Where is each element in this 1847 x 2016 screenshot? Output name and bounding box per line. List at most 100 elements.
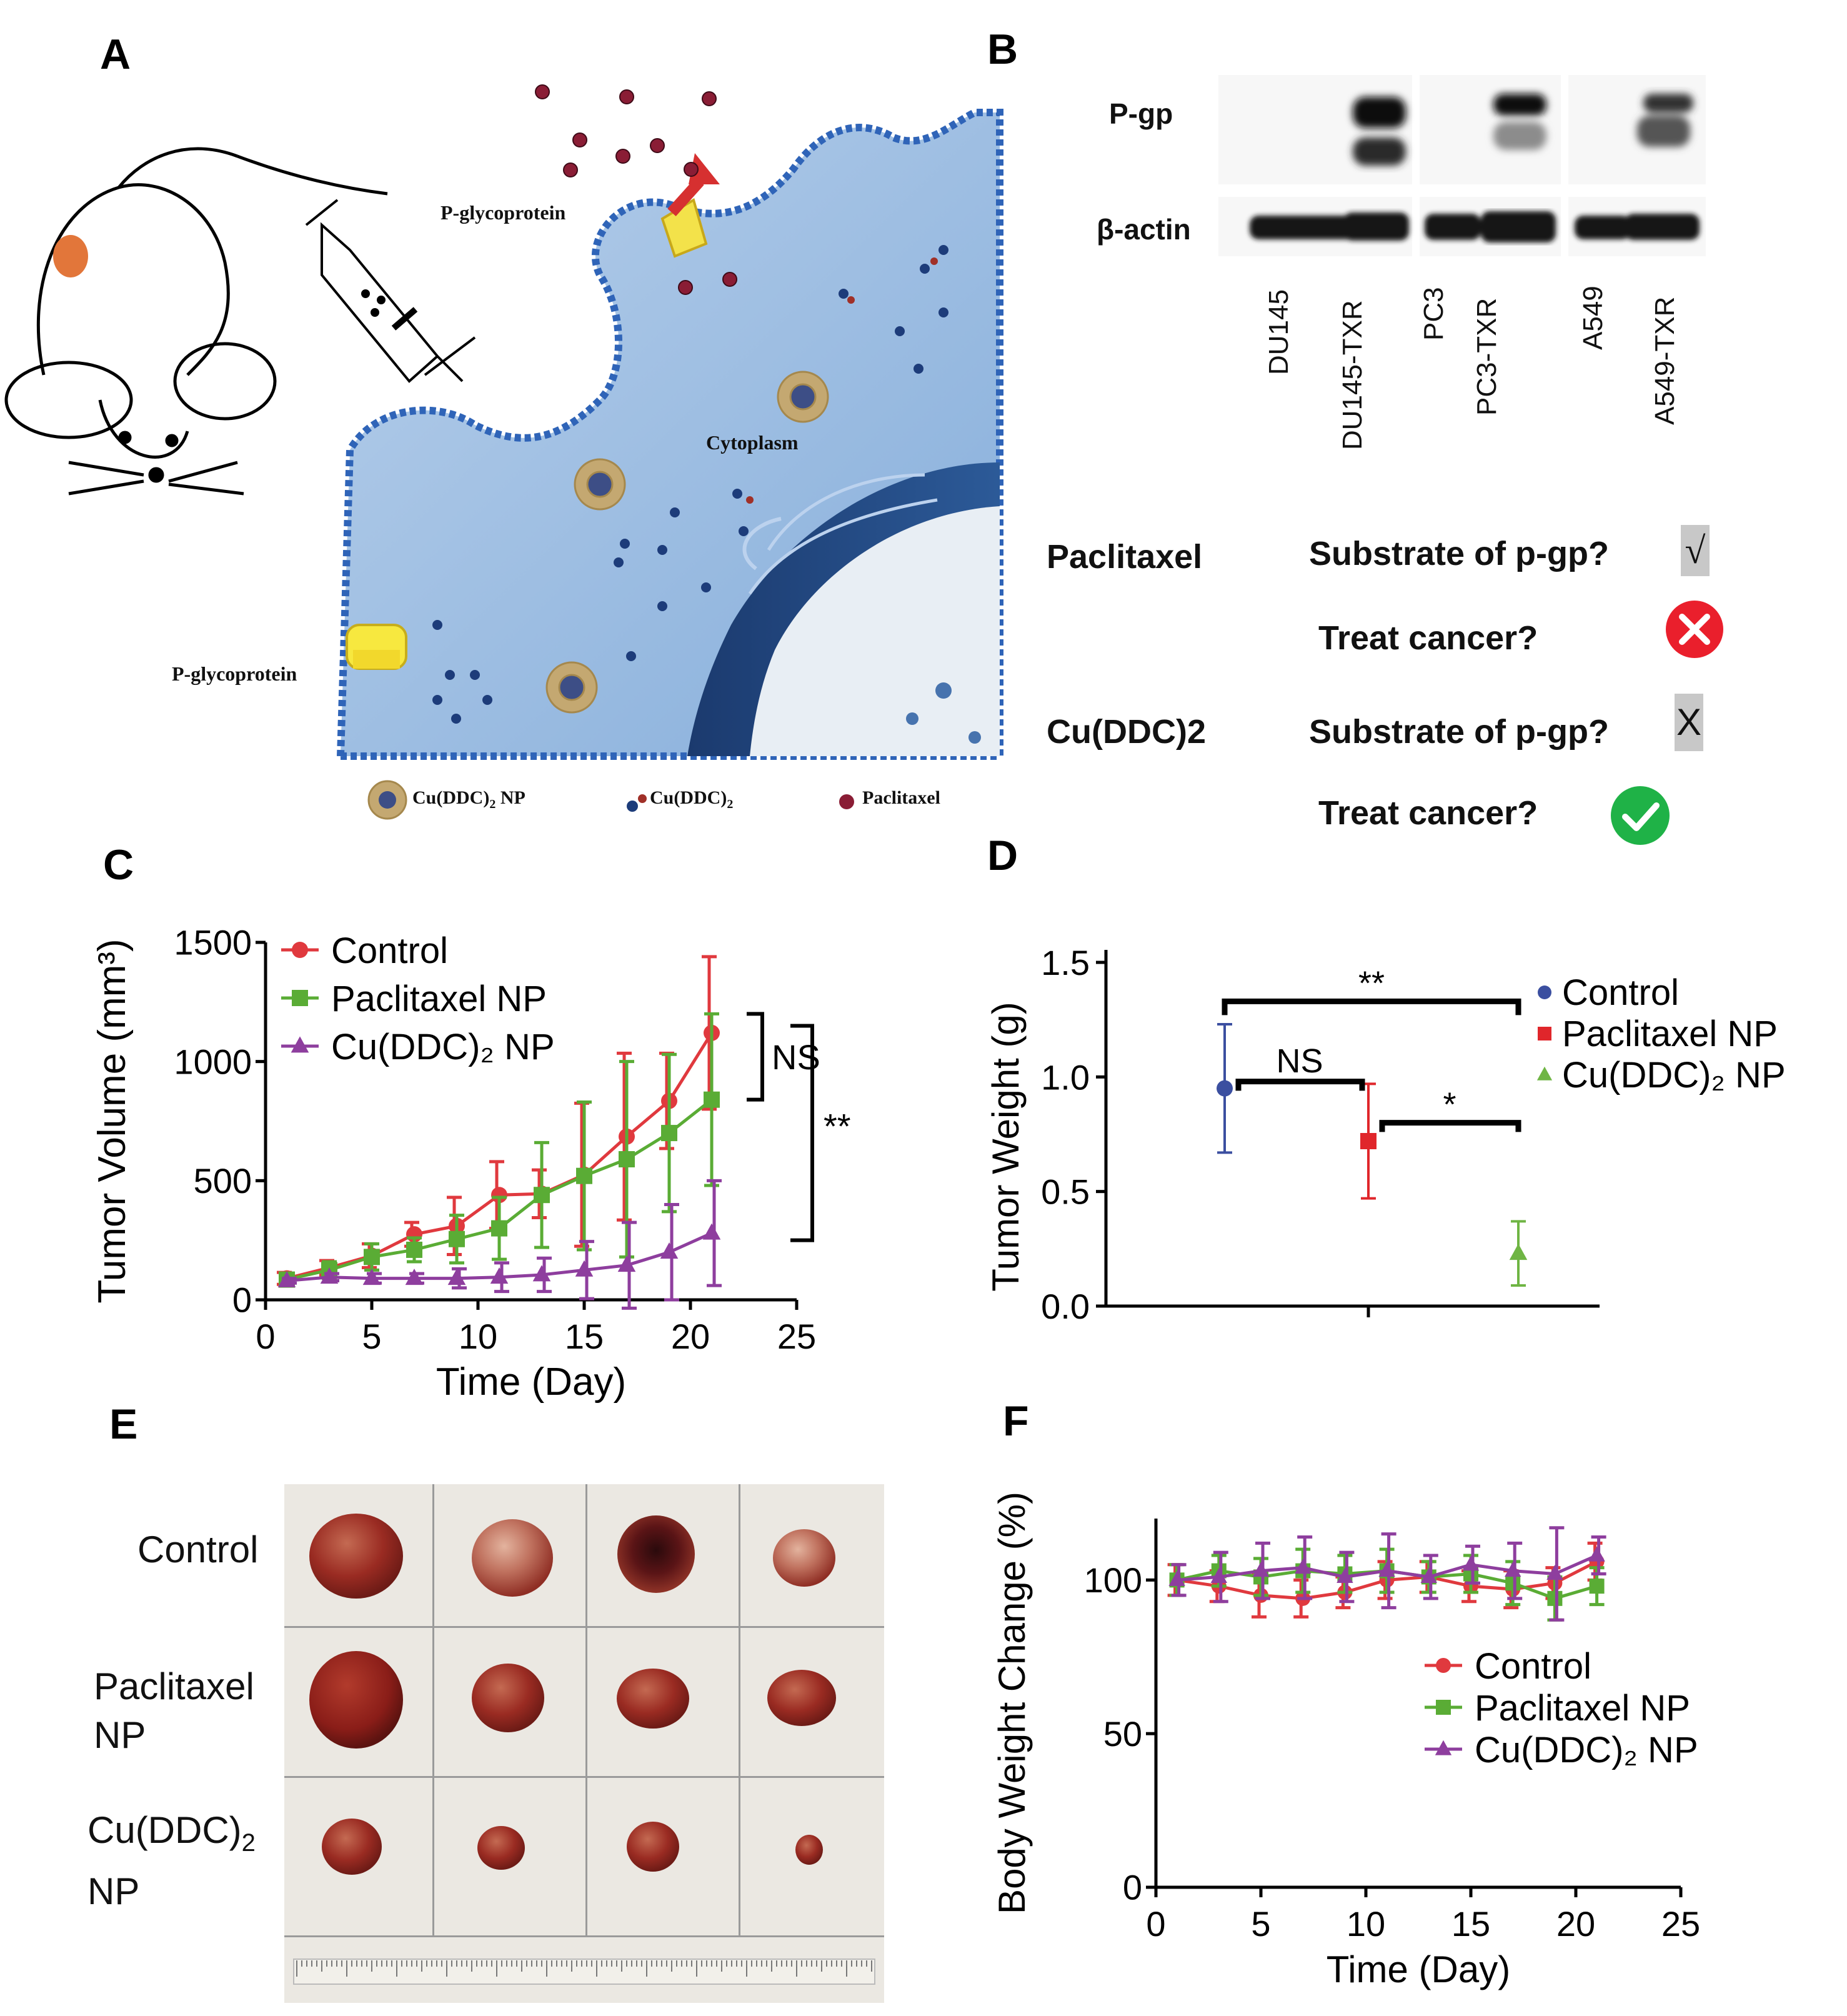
data-point	[491, 1220, 507, 1237]
paclitaxel-dots	[535, 84, 737, 295]
tumor-weight-chart: 0.0 0.5 1.0 1.5 Tumor Weight (g) ControlPacli…	[985, 943, 1786, 1326]
legend-nanoparticle-label: Cu(DDC)2 NP	[412, 787, 525, 811]
tumor-control-2	[472, 1519, 553, 1597]
legend-marker	[1435, 1740, 1452, 1755]
legend-label: Control	[1475, 1646, 1591, 1687]
y-tick-label: 0	[1123, 1868, 1142, 1907]
tumor-row-label-control: Control	[137, 1529, 259, 1570]
legend-marker	[292, 990, 308, 1006]
drug-q1-paclitaxel: Substrate of p-gp?	[1309, 535, 1609, 572]
legend-paclitaxel-label: Paclitaxel	[862, 787, 940, 808]
data-point	[702, 1223, 721, 1240]
blot-row-pgp-label: P-gp	[1109, 97, 1173, 130]
x-tick-label: 0	[1146, 1904, 1165, 1944]
cu-ddc2-molecules	[432, 245, 948, 724]
data-point	[534, 1187, 550, 1204]
x-tick-label: 5	[362, 1317, 381, 1356]
answer-box-paclitaxel: √	[1681, 525, 1710, 576]
p-glycoprotein-top-icon	[660, 153, 720, 258]
y-tick-label: 1500	[174, 923, 252, 962]
y-tick-label: 500	[194, 1161, 252, 1200]
data-point	[1168, 1570, 1185, 1586]
body-weight-chart: 0 5 10 15 20 25 0 50 100 Time (Day) Body Weight Ch…	[991, 1492, 1700, 1990]
lane-label-a549-txr: A549-TXR	[1650, 296, 1680, 425]
legend-marker	[291, 1036, 309, 1053]
western-blot	[1218, 69, 1706, 269]
y-tick-label: 0.0	[1041, 1287, 1090, 1326]
legend-label: Cu(DDC)₂ NP	[1475, 1730, 1698, 1770]
legend-label: Paclitaxel NP	[1475, 1688, 1690, 1729]
legend-label: Cu(DDC)₂ NP	[331, 1027, 555, 1067]
red-x-icon	[1666, 601, 1723, 658]
data-point	[1588, 1546, 1605, 1562]
annotation-star: *	[1443, 1086, 1456, 1124]
panel-a-illustration	[4, 84, 1003, 820]
tumor-volume-chart: 0 5 10 15 20 25 0 500 1000 1500 Time (Day) Tumor Vo…	[91, 923, 851, 1404]
mouse-icon	[4, 147, 388, 496]
tumor-row-label-cuddc2: Cu(DDC)2 NP	[87, 1809, 256, 1912]
legend-label: Paclitaxel NP	[1562, 1014, 1778, 1054]
x-tick-label: 15	[1451, 1904, 1490, 1944]
data-point	[1505, 1562, 1521, 1577]
ns-bracket	[747, 1012, 764, 1102]
x-axis-label: Time (Day)	[436, 1360, 626, 1404]
data-point	[1547, 1590, 1563, 1606]
x-answer-glyph: X	[1676, 701, 1702, 743]
data-point	[1337, 1568, 1353, 1584]
drug-q2-cuddc2: Treat cancer?	[1318, 794, 1538, 832]
panel-e-letter: E	[109, 1400, 138, 1448]
y-tick-label: 0	[232, 1280, 252, 1320]
data-point	[449, 1230, 465, 1247]
tumor-cuddc2-4	[795, 1835, 823, 1865]
data-point	[575, 1260, 594, 1277]
tumor-control-1	[309, 1514, 403, 1599]
blot-row-actin-label: β-actin	[1097, 213, 1191, 246]
x-tick-label: 20	[671, 1317, 710, 1356]
cytoplasm-label: Cytoplasm	[706, 431, 799, 454]
pgp-left-label: P-glycoprotein	[172, 662, 297, 685]
y-axis-label: Body Weight Change (%)	[991, 1492, 1033, 1914]
y-axis-label: Tumor Weight (g)	[985, 1002, 1027, 1291]
x-tick-label: 10	[1347, 1904, 1385, 1944]
x-tick-label: 25	[1661, 1904, 1700, 1944]
data-point	[1295, 1559, 1312, 1574]
x-tick-label: 20	[1556, 1904, 1595, 1944]
x-tick-label: 5	[1251, 1904, 1270, 1944]
data-point	[447, 1269, 466, 1285]
data-point	[1509, 1244, 1528, 1260]
y-tick-label: 1.0	[1041, 1057, 1090, 1097]
data-point	[406, 1241, 422, 1258]
tumor-row-label-paclitaxel: Paclitaxel NP	[94, 1665, 254, 1756]
data-point	[576, 1167, 592, 1184]
legend-marker	[1538, 1027, 1551, 1040]
tumor-paclitaxel-1	[309, 1651, 403, 1749]
tumor-control-3	[617, 1515, 695, 1593]
p-glycoprotein-left-icon	[346, 624, 407, 670]
lane-label-du145: DU145	[1263, 289, 1294, 375]
data-point	[619, 1151, 635, 1168]
data-point	[532, 1265, 551, 1282]
bracket-control-vs-cuddc2	[1222, 998, 1521, 1015]
series-cu-ddc-np	[277, 1179, 722, 1310]
series-cu-ddc-np	[1168, 1526, 1606, 1622]
data-point	[320, 1267, 339, 1284]
lane-label-pc3-txr: PC3-TXR	[1471, 297, 1502, 416]
y-axis-label: Tumor Volume (mm³)	[91, 939, 134, 1303]
tumor-cuddc2-2	[477, 1826, 525, 1870]
significance-bracket	[790, 1024, 814, 1242]
data-point	[1505, 1575, 1521, 1591]
legend-label: Control	[331, 931, 448, 971]
legend-marker	[1536, 1066, 1553, 1080]
check-answer-glyph: √	[1685, 530, 1706, 571]
data-point	[1378, 1562, 1395, 1577]
y-tick-label: 100	[1084, 1560, 1142, 1600]
legend-molecule-label: Cu(DDC)2	[650, 787, 734, 811]
panel-a-letter: A	[100, 31, 131, 78]
data-point	[277, 1270, 296, 1287]
y-tick-label: 0.5	[1041, 1172, 1090, 1212]
tumor-control-4	[773, 1529, 835, 1587]
annotation-ns: NS	[1276, 1042, 1323, 1080]
x-axis-label: Time (Day)	[1327, 1949, 1510, 1990]
x-tick-label: 25	[777, 1317, 816, 1356]
data-point	[660, 1242, 679, 1259]
